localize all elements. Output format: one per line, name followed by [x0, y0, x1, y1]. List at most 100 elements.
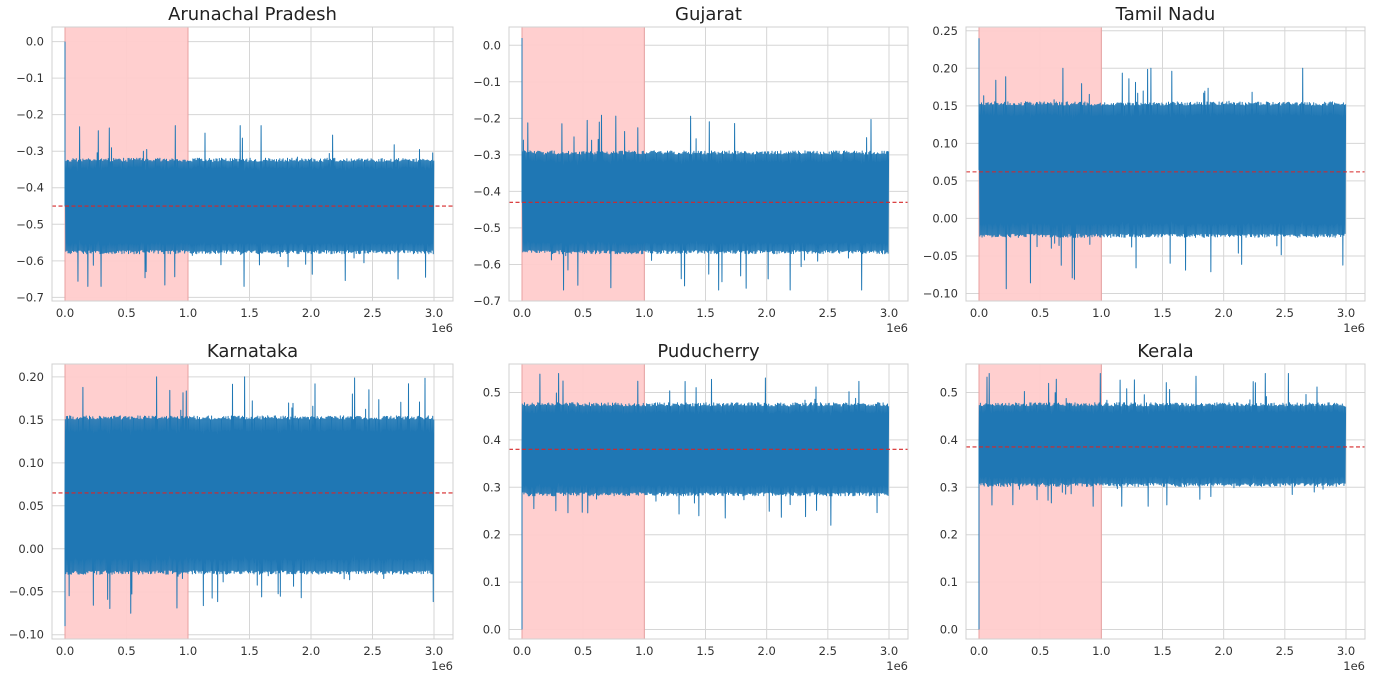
y-tick-label: −0.10 — [9, 628, 44, 642]
x-tick-label: 0.5 — [1031, 306, 1049, 320]
y-tick-label: −0.3 — [473, 148, 501, 162]
series-line — [521, 373, 890, 630]
x-tick-label: 0.5 — [574, 306, 592, 320]
y-tick-label: −0.5 — [473, 221, 501, 235]
y-tick-label: 0.25 — [932, 24, 958, 38]
x-tick-label: 1.0 — [1092, 306, 1110, 320]
y-tick-label: 0.10 — [932, 136, 958, 150]
x-tick-label: 1.0 — [1092, 644, 1110, 658]
y-tick-label: −0.2 — [473, 111, 501, 125]
x-tick-label: 1.0 — [635, 306, 653, 320]
x-tick-label: 2.0 — [1215, 306, 1233, 320]
y-tick-label: 0.3 — [483, 480, 501, 494]
y-tick-label: 0.0 — [483, 623, 501, 637]
y-tick-label: −0.4 — [16, 181, 44, 195]
x-tick-label: 2.0 — [302, 644, 320, 658]
x-tick-label: 0.0 — [56, 306, 74, 320]
x-offset-label: 1e6 — [886, 321, 908, 335]
x-tick-label: 0.0 — [513, 644, 531, 658]
x-offset-label: 1e6 — [431, 321, 453, 335]
y-tick-label: −0.1 — [16, 71, 44, 85]
y-tick-label: −0.05 — [9, 585, 44, 599]
chart-title: Karnataka — [207, 341, 298, 362]
series-line — [978, 373, 1347, 630]
x-tick-label: 0.5 — [117, 644, 135, 658]
x-tick-label: 3.0 — [425, 306, 443, 320]
y-tick-label: 0.0 — [26, 35, 44, 49]
subplot: 0.20 0.15 0.10 0.05 0.00 −0.05 −0.10 0.0 0.5 1.0 1… — [9, 341, 454, 673]
y-tick-label: −0.10 — [923, 286, 958, 300]
x-tick-label: 0.5 — [117, 306, 135, 320]
x-tick-label: 2.0 — [758, 306, 776, 320]
y-tick-label: −0.5 — [16, 217, 44, 231]
chart-title: Kerala — [1137, 341, 1193, 362]
x-tick-label: 2.0 — [1215, 644, 1233, 658]
axes-frame — [965, 26, 1366, 302]
x-tick-label: 1.5 — [696, 306, 714, 320]
y-tick-label: −0.6 — [473, 257, 501, 271]
x-tick-label: 2.5 — [1276, 306, 1294, 320]
axes-frame — [508, 363, 909, 640]
x-tick-label: 1.0 — [635, 644, 653, 658]
chart-title: Tamil Nadu — [1115, 4, 1216, 25]
y-tick-label: 0.05 — [932, 174, 958, 188]
y-tick-label: 0.20 — [932, 61, 958, 75]
subplot: 0.5 0.4 0.3 0.2 0.1 0.0 0.0 0.5 1.0 1.5 2.0 2.5 3.01… — [483, 341, 909, 673]
y-tick-label: 0.15 — [932, 99, 958, 113]
y-tick-label: 0.5 — [940, 385, 958, 399]
x-offset-label: 1e6 — [886, 659, 908, 673]
y-tick-label: 0.1 — [940, 575, 958, 589]
x-tick-label: 1.5 — [696, 644, 714, 658]
x-tick-label: 1.0 — [179, 306, 197, 320]
y-tick-label: −0.3 — [16, 144, 44, 158]
x-tick-label: 2.5 — [819, 644, 837, 658]
x-tick-label: 3.0 — [880, 644, 898, 658]
y-tick-label: −0.6 — [16, 254, 44, 268]
x-tick-label: 2.0 — [758, 644, 776, 658]
y-tick-label: 0.0 — [940, 623, 958, 637]
y-tick-label: −0.4 — [473, 184, 501, 198]
y-tick-label: −0.2 — [16, 108, 44, 122]
x-tick-label: 3.0 — [1337, 306, 1355, 320]
x-tick-label: 0.0 — [56, 644, 74, 658]
axes-frame — [51, 363, 454, 640]
x-tick-label: 0.0 — [970, 644, 988, 658]
x-tick-label: 2.5 — [363, 644, 381, 658]
y-tick-label: 0.2 — [940, 528, 958, 542]
series-line — [64, 376, 435, 627]
y-tick-label: 0.10 — [18, 456, 44, 470]
series-line — [64, 41, 435, 287]
x-tick-label: 0.5 — [574, 644, 592, 658]
x-tick-label: 1.5 — [1153, 306, 1171, 320]
axes-frame — [51, 26, 454, 302]
y-tick-label: 0.05 — [18, 499, 44, 513]
y-tick-label: 0.3 — [940, 480, 958, 494]
y-tick-label: 0.2 — [483, 528, 501, 542]
subplot: 0.25 0.20 0.15 0.10 0.05 0.00 −0.05 −0.10 0.0 0.5… — [923, 4, 1366, 335]
x-tick-label: 2.0 — [302, 306, 320, 320]
x-offset-label: 1e6 — [1343, 321, 1365, 335]
x-offset-label: 1e6 — [431, 659, 453, 673]
x-tick-label: 2.5 — [819, 306, 837, 320]
x-tick-label: 0.0 — [970, 306, 988, 320]
x-tick-label: 0.0 — [513, 306, 531, 320]
x-tick-label: 1.5 — [240, 306, 258, 320]
x-tick-label: 2.5 — [363, 306, 381, 320]
x-tick-label: 1.5 — [1153, 644, 1171, 658]
y-tick-label: −0.1 — [473, 75, 501, 89]
x-tick-label: 1.5 — [240, 644, 258, 658]
y-tick-label: 0.00 — [932, 211, 958, 225]
y-tick-label: 0.5 — [483, 385, 501, 399]
x-tick-label: 0.5 — [1031, 644, 1049, 658]
y-tick-label: 0.00 — [18, 542, 44, 556]
x-offset-label: 1e6 — [1343, 659, 1365, 673]
axes-frame — [965, 363, 1366, 640]
x-tick-label: 3.0 — [1337, 644, 1355, 658]
chart-title: Arunachal Pradesh — [168, 4, 337, 25]
y-tick-label: 0.1 — [483, 575, 501, 589]
x-tick-label: 1.0 — [179, 644, 197, 658]
subplot: 0.0 −0.1 −0.2 −0.3 −0.4 −0.5 −0.6 −0.7 0.0 0.5 1.0… — [16, 4, 454, 335]
axes-frame — [508, 26, 909, 302]
y-tick-label: 0.4 — [483, 433, 501, 447]
